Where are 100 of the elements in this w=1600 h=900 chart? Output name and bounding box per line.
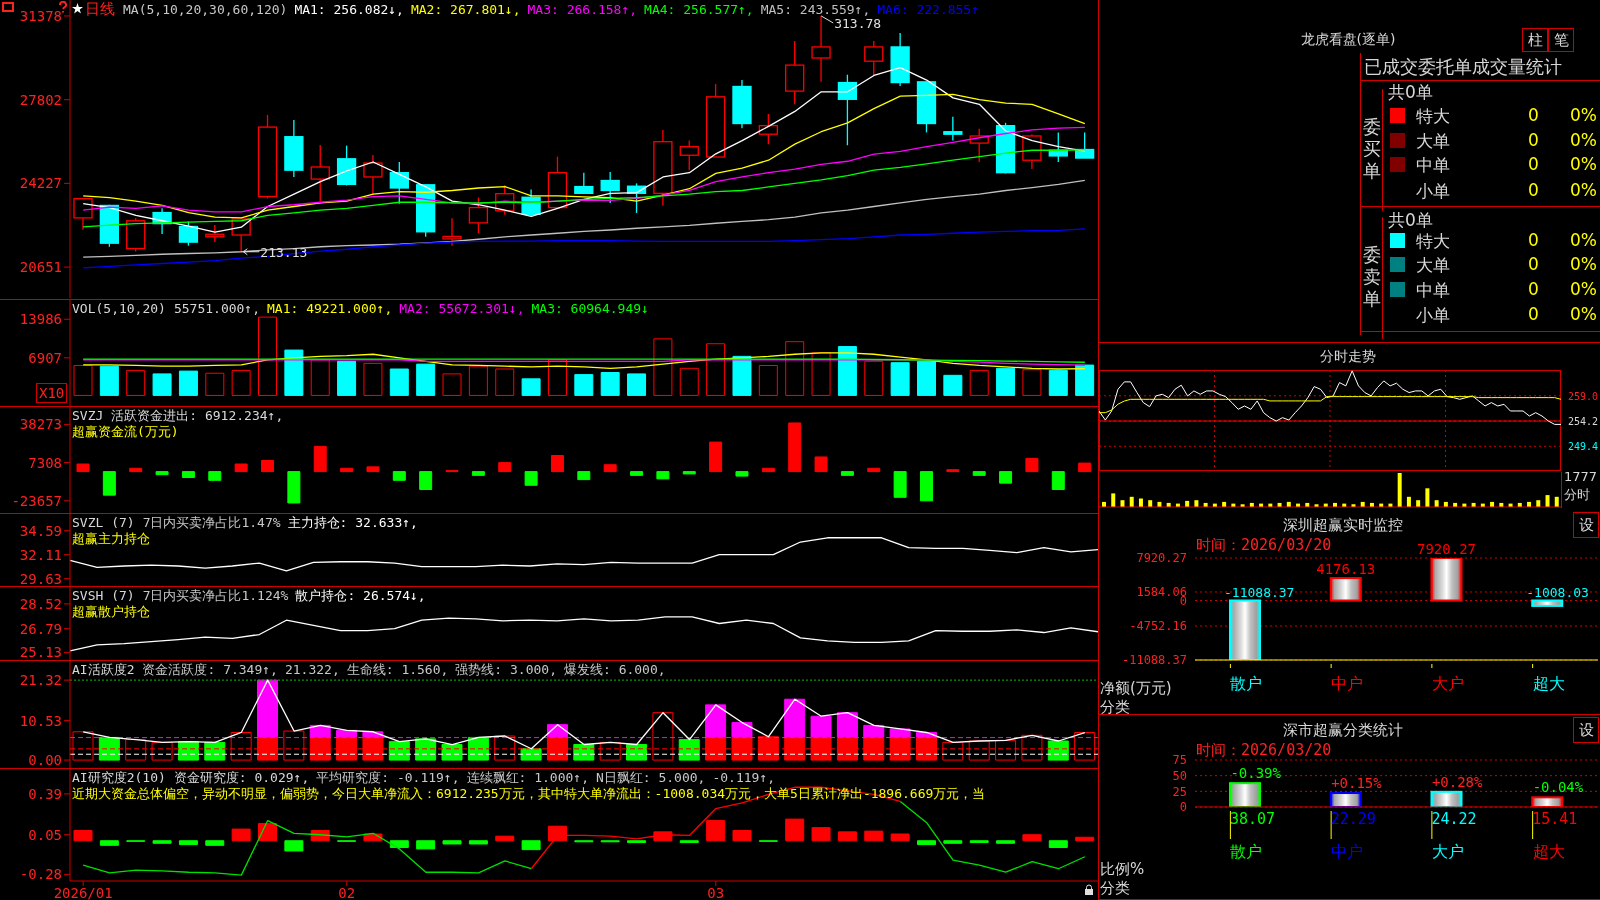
y-tick-label: 10.53 <box>19 712 62 729</box>
bar <box>102 471 116 496</box>
bar <box>1397 473 1402 507</box>
bar <box>1531 796 1564 807</box>
y-tick-label: 24227 <box>19 175 62 192</box>
y-tick-label: -11088.37 <box>1121 653 1187 668</box>
y-tick-label: 31378 <box>19 7 62 24</box>
text: MA1: 256.082↓, <box>294 2 404 17</box>
text: 1777 <box>1564 469 1598 484</box>
bar <box>682 471 696 475</box>
bar <box>231 828 251 842</box>
annotation: 资金活跃度: 7.349↑, <box>142 662 278 677</box>
bar <box>392 471 406 481</box>
y-axis-title: X10 <box>36 383 68 403</box>
bar <box>1047 740 1069 761</box>
bar <box>521 840 541 851</box>
bar <box>630 471 644 476</box>
bar <box>574 374 594 396</box>
bar <box>73 364 93 396</box>
series-label: 散户持仓: 26.574↓, <box>295 588 426 603</box>
text: 超赢散户持仓 <box>72 604 151 620</box>
bar <box>785 818 805 842</box>
bar <box>679 367 699 396</box>
bar <box>152 840 172 844</box>
data-label: 0 <box>1528 154 1539 174</box>
x-tick-label: 大户 <box>1431 842 1464 861</box>
bar <box>205 372 225 396</box>
text: 0% <box>1570 105 1597 125</box>
chart-subtitle: 时间：2026/03/20 <box>1196 741 1332 760</box>
data-label: 0 <box>1528 180 1539 200</box>
bar <box>177 741 199 761</box>
y-tick-label: 34.59 <box>19 522 62 539</box>
bar <box>155 471 169 476</box>
annotation: 生命线: 1.560, <box>346 662 449 677</box>
data-label: 0 <box>1528 230 1539 250</box>
y-tick-label: 254.2 <box>1568 416 1599 428</box>
bar <box>814 456 828 473</box>
legend-title: 7日内买卖净占比1.47% <box>142 515 281 530</box>
data-label: 38.07 <box>1230 810 1276 828</box>
x-tick-label: 02 <box>338 885 356 900</box>
bar <box>1229 782 1261 807</box>
bar <box>1329 577 1362 602</box>
candlestick <box>363 154 383 196</box>
text: 0% <box>1570 304 1597 324</box>
data-label: -1008.03 <box>1526 584 1589 600</box>
text: MA6: 222.855↑ <box>877 2 980 17</box>
category-label: 特大 <box>1416 105 1450 128</box>
bar <box>627 373 647 396</box>
bar <box>600 372 620 396</box>
candlestick <box>732 79 752 129</box>
text: 超赢主力持仓 <box>72 531 151 547</box>
bar <box>498 462 512 473</box>
legend-title: 7日内买卖净占比1.124% <box>142 588 289 603</box>
category-label: 中单 <box>1416 154 1450 177</box>
text: MA4: 256.577↑, <box>644 2 754 17</box>
line-series <box>1098 370 1562 425</box>
y-tick-label: 0.00 <box>28 752 62 769</box>
bar <box>76 463 90 473</box>
data-label: 0 <box>1528 304 1539 324</box>
bar <box>284 349 304 396</box>
bar <box>152 373 172 396</box>
bar <box>1075 836 1095 842</box>
x-tick-label: 散户 <box>1230 842 1263 861</box>
bar <box>1111 493 1116 507</box>
bar <box>442 373 462 396</box>
y-tick-label: 0.05 <box>28 826 62 843</box>
bar <box>1229 599 1261 660</box>
candlestick <box>890 32 910 87</box>
y-tick-label: -23657 <box>11 492 62 509</box>
bar <box>389 368 409 396</box>
y-tick-label: 13986 <box>19 311 62 328</box>
bar <box>943 840 963 844</box>
bar <box>735 471 749 477</box>
bar <box>181 471 195 478</box>
bar <box>706 820 726 842</box>
data-label: 15.41 <box>1532 810 1578 828</box>
candlestick <box>284 119 304 178</box>
y-tick-label: 26.79 <box>19 620 62 637</box>
bar <box>287 471 301 504</box>
chart-title: AI活跃度2 <box>72 662 135 677</box>
bar <box>837 346 857 396</box>
bar <box>1022 834 1042 842</box>
category-label: 中单 <box>1416 280 1450 300</box>
bar <box>363 362 383 396</box>
series-label: 55751.000↑, <box>173 301 261 316</box>
y-axis-title: 净额(万元) <box>1100 679 1172 698</box>
bar <box>761 467 775 473</box>
text: 共0单 <box>1388 81 1433 104</box>
bar <box>366 466 380 473</box>
bar <box>890 362 910 396</box>
bar <box>706 343 726 396</box>
annotation: -0.39% <box>1230 765 1282 782</box>
chart-title: 深圳超赢实时监控 <box>1283 516 1403 534</box>
bar <box>258 316 278 396</box>
y-tick-label: 32.11 <box>19 546 62 563</box>
bar <box>732 355 752 396</box>
text: MA5: 243.559↑, <box>760 2 871 17</box>
annotation: 21.322, <box>284 662 340 677</box>
x-tick-label: 中户 <box>1331 842 1364 861</box>
data-label: 0 <box>1528 130 1539 150</box>
